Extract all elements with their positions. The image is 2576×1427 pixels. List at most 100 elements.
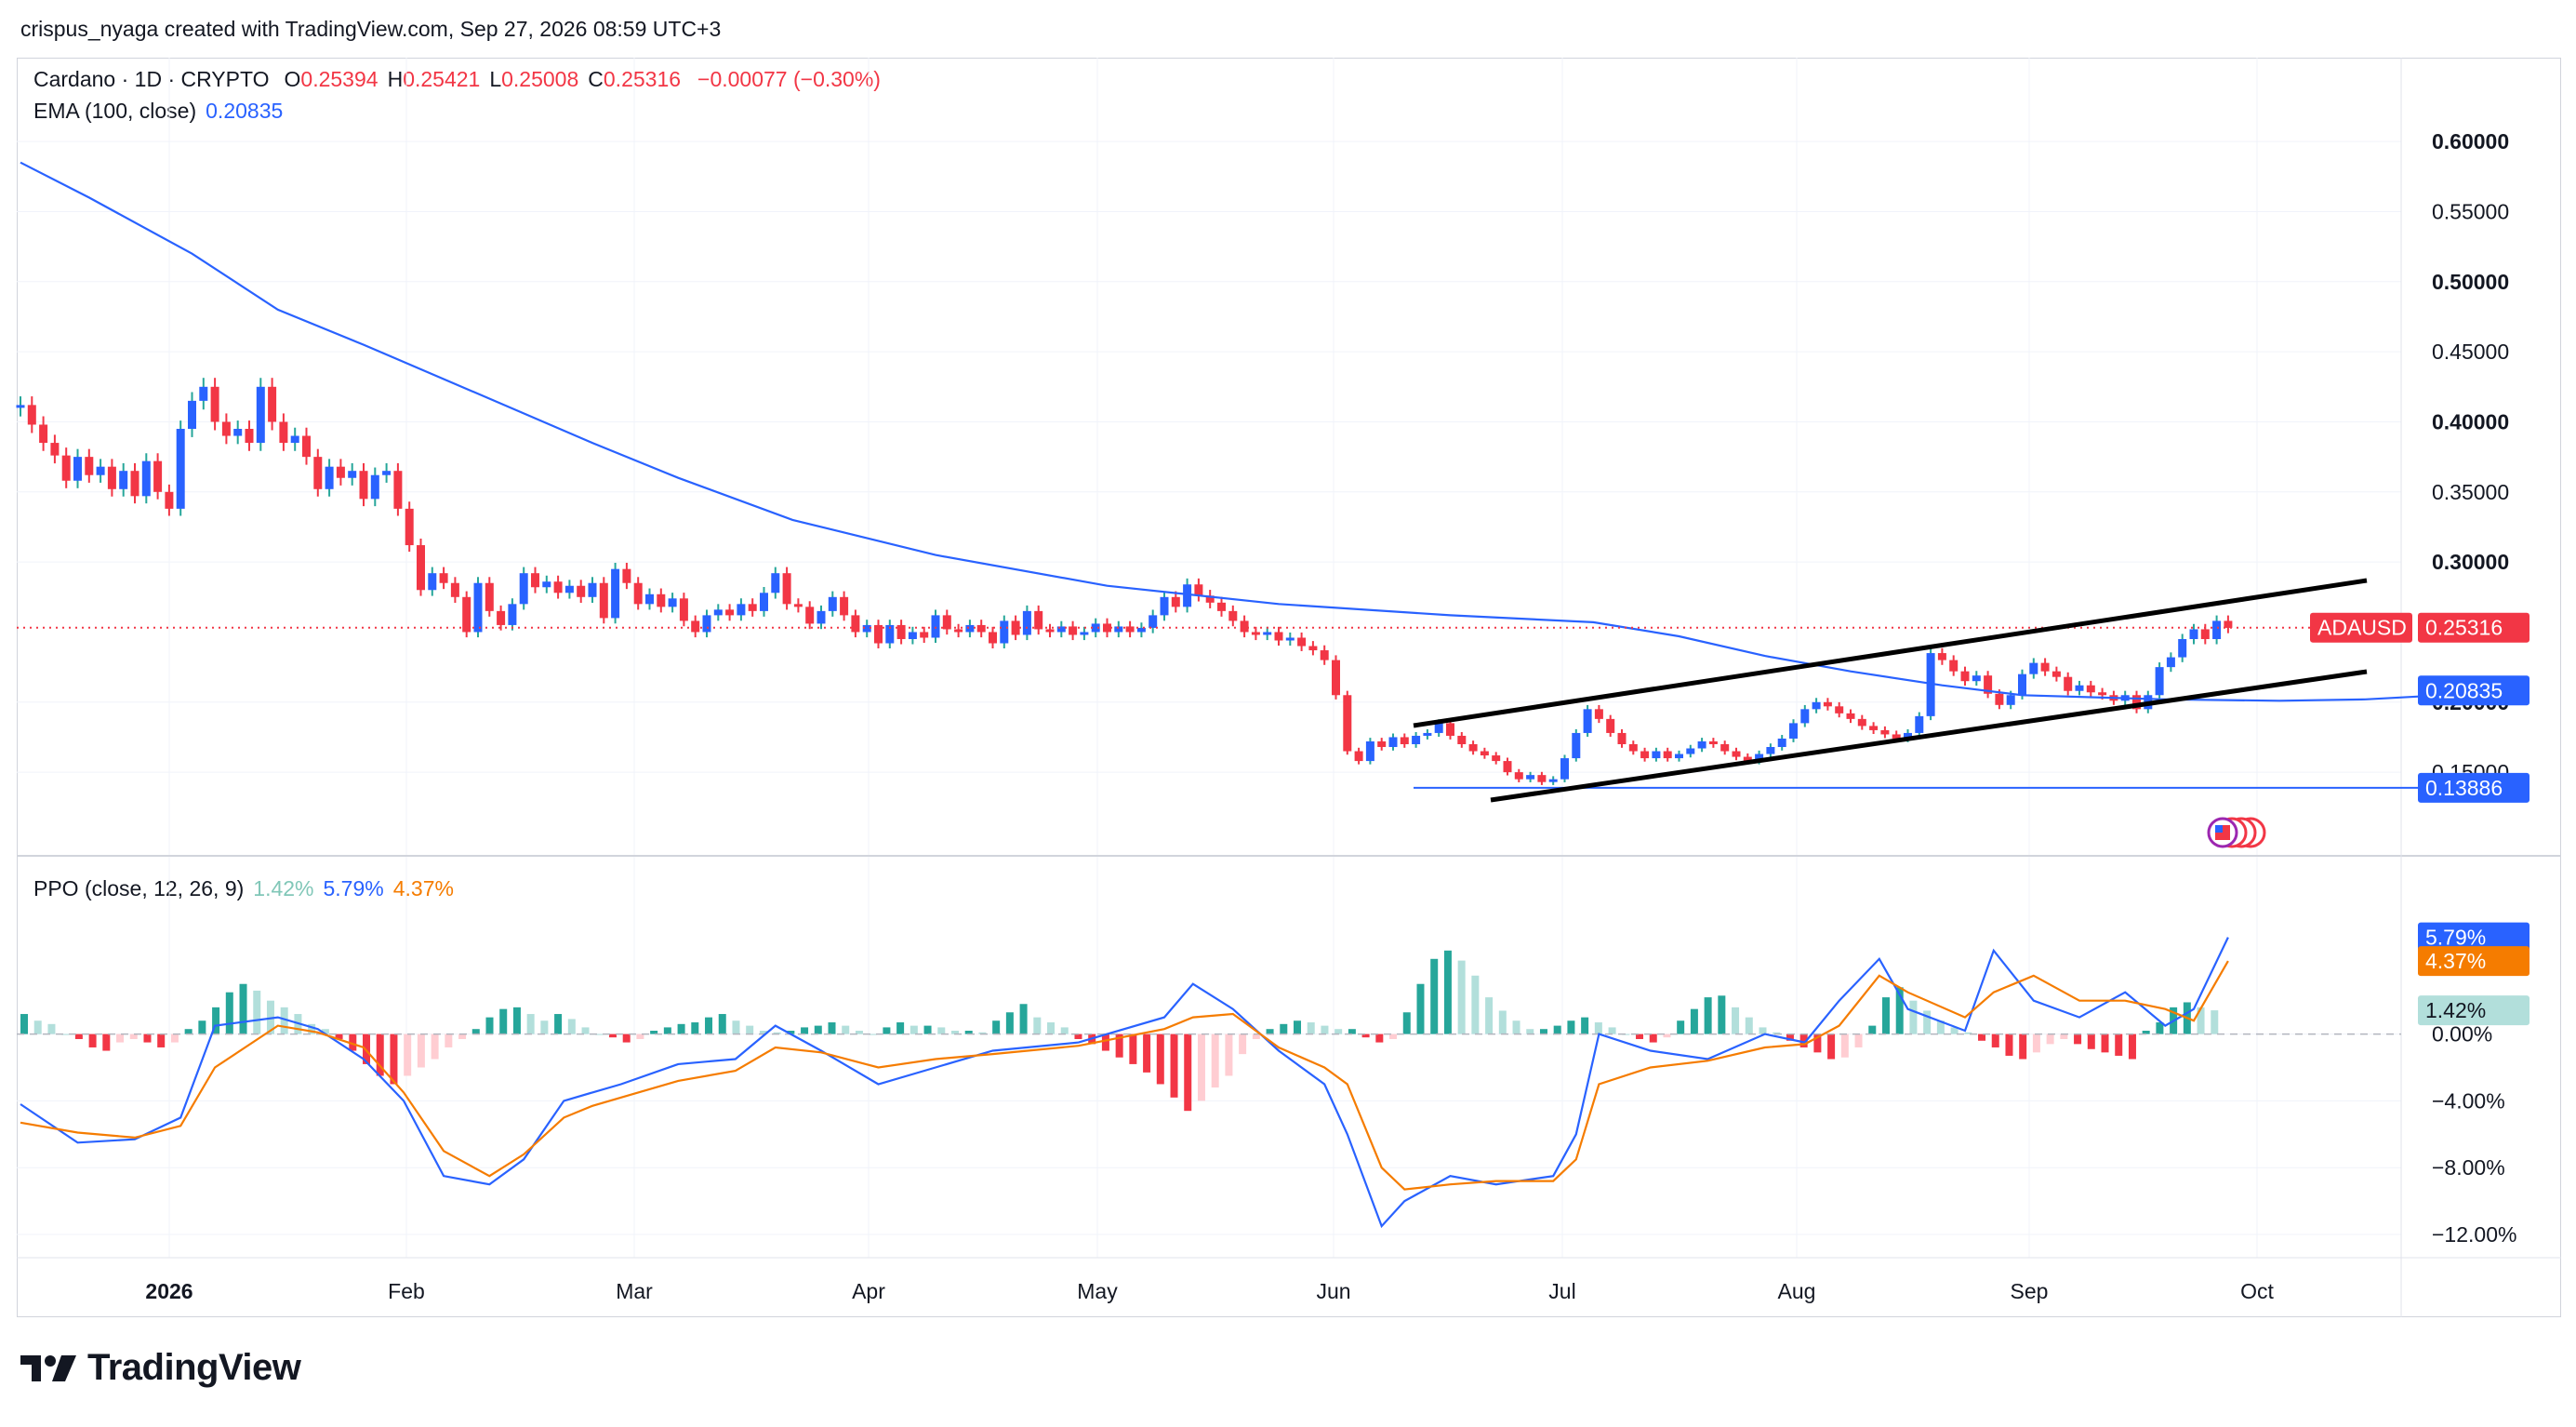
candle-body [336, 466, 345, 478]
time-axis-label: Jul [1548, 1279, 1575, 1303]
ppo-histogram-bar [1553, 1025, 1561, 1034]
ppo-histogram-bar [239, 983, 247, 1034]
ppo-histogram-bar [61, 1034, 70, 1035]
candle-body [1892, 734, 1901, 739]
candle-body [657, 593, 666, 607]
open-value: 0.25394 [300, 67, 378, 91]
ppo-histogram-bar [485, 1017, 494, 1034]
candle-body [393, 471, 403, 509]
last-price-tag-bg [2418, 612, 2530, 643]
candle-body [16, 405, 25, 408]
candle-body [611, 568, 620, 619]
ppo-signal-value: 4.37% [392, 876, 454, 900]
ppo-histogram-bar [691, 1022, 699, 1034]
ppo-histogram-bar [1512, 1020, 1520, 1034]
ppo-histogram-bar [1156, 1034, 1164, 1085]
close-value: 0.25316 [603, 67, 682, 91]
ppo-histogram-bar [992, 1020, 1001, 1034]
candle-body [1926, 653, 1935, 716]
candle-body [1251, 632, 1260, 635]
candle-body [713, 609, 723, 616]
ppo-histogram-bar [705, 1017, 713, 1034]
tradingview-logo-icon [20, 1354, 76, 1381]
ppo-histogram-bar [732, 1020, 740, 1034]
us-flag-event-icon[interactable] [2207, 817, 2266, 848]
candle-body [931, 615, 940, 638]
ppo-histogram-bar [2101, 1034, 2109, 1053]
candle-body [1880, 729, 1890, 735]
ppo-histogram-bar [157, 1034, 166, 1047]
channel-lower-line[interactable] [1490, 669, 2368, 803]
ppo-line-tag: 5.79% [2425, 926, 2486, 950]
ppo-histogram-bar [2060, 1034, 2068, 1039]
ppo-histogram-bar [773, 1032, 781, 1034]
ppo-histogram-bar [47, 1023, 56, 1034]
ppo-histogram-bar [1348, 1029, 1356, 1034]
candle-body [50, 443, 60, 456]
ppo-histogram-bar [1581, 1017, 1589, 1034]
tradingview-logo[interactable]: TradingView [20, 1347, 301, 1389]
candle-body [828, 596, 837, 611]
ppo-histogram-bar [1005, 1012, 1014, 1034]
candle-body [1846, 713, 1855, 719]
ppo-histogram-bar [1950, 1027, 1959, 1034]
chart-frame[interactable] [17, 58, 2561, 1317]
candle-body [1388, 737, 1398, 748]
ppo-histogram-bar [349, 1034, 357, 1051]
symbol-tag: ADAUSD [2317, 616, 2407, 640]
ema-value: 0.20835 [206, 99, 284, 123]
candle-body [1365, 740, 1374, 762]
candle-body [782, 573, 791, 605]
candle-body [1056, 626, 1066, 633]
candle-body [2098, 692, 2107, 696]
channel-upper-line[interactable] [1413, 578, 2368, 728]
candle-body [1423, 732, 1432, 736]
candle-body [1183, 584, 1192, 607]
candle-body [1777, 738, 1786, 748]
candle-body [2189, 629, 2198, 639]
ppo-histogram-bar [1225, 1034, 1233, 1076]
candle-body [1240, 620, 1249, 633]
price-axis-label: 0.35000 [2432, 480, 2509, 504]
ppo-histogram-bar [1074, 1034, 1082, 1039]
ppo-signal-tag: 4.37% [2425, 949, 2486, 973]
ppo-histogram-bar [923, 1025, 932, 1034]
candle-body [199, 386, 208, 401]
candle-body [1617, 732, 1627, 744]
ema-line [20, 161, 2469, 702]
candle-body [1114, 626, 1123, 633]
ppo-histogram-bar [1252, 1034, 1260, 1039]
candle-body [370, 474, 379, 500]
candle-body [279, 421, 288, 444]
ppo-histogram-bar [1840, 1034, 1849, 1058]
ppo-histogram-bar [280, 1007, 288, 1034]
ppo-histogram-bar [1827, 1034, 1836, 1060]
ppo-histogram-bar [1143, 1034, 1151, 1073]
ppo-histogram-bar [1978, 1034, 1986, 1041]
candle-body [1492, 755, 1501, 762]
ppo-hist-value: 1.42% [253, 876, 314, 900]
price-axis-label: 0.30000 [2432, 550, 2509, 574]
ppo-histogram-bar [1471, 975, 1480, 1034]
ppo-histogram-bar [787, 1031, 795, 1034]
ppo-histogram-bar [650, 1031, 658, 1034]
candle-body [428, 573, 437, 591]
candle-body [1960, 671, 1970, 682]
candle-body [382, 471, 392, 475]
candle-body [1583, 709, 1592, 733]
candle-body [2040, 662, 2050, 672]
ppo-histogram-bar [1033, 1017, 1042, 1034]
candle-body [851, 615, 860, 633]
candle-body [1022, 610, 1031, 635]
ppo-histogram-bar [1498, 1010, 1507, 1034]
ppo-histogram-bar [1457, 960, 1466, 1034]
ppo-histogram-bar [2005, 1034, 2013, 1056]
ppo-histogram-bar [964, 1031, 973, 1034]
candle-body [1800, 709, 1810, 724]
price-tags-layer: ADAUSD 0.25316 0.20835 0.13886 5.79%4.37% 1.4… [2310, 612, 2530, 1026]
candle-body [1103, 623, 1111, 633]
candle-body [2166, 657, 2175, 668]
ppo-histogram-bar [1773, 1032, 1781, 1034]
ppo-histogram-bar [1677, 1020, 1685, 1034]
